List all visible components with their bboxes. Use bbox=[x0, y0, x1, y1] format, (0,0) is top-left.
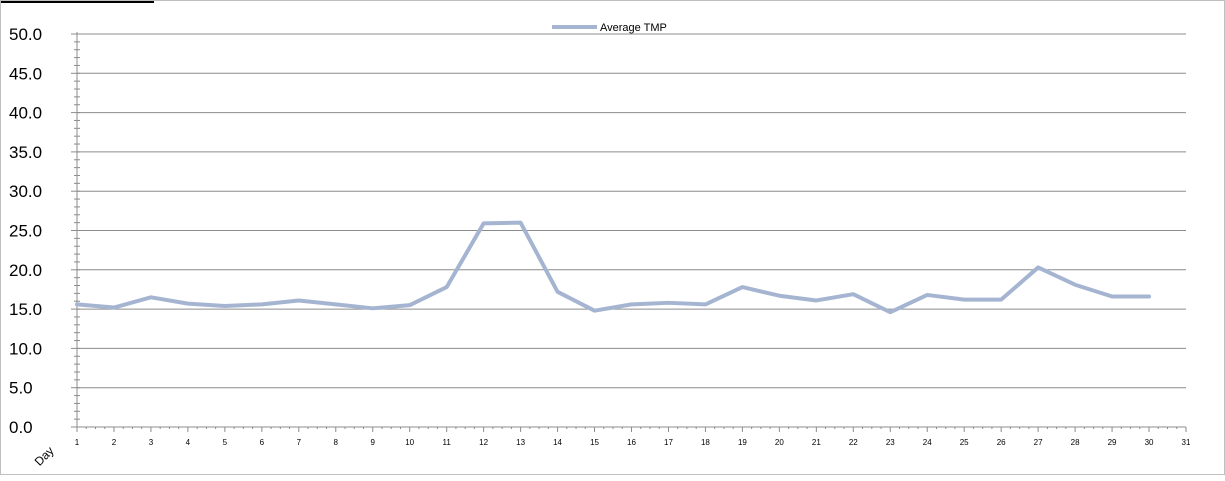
data-point bbox=[666, 301, 670, 305]
gridlines bbox=[77, 33, 1186, 389]
x-tick-label: 10 bbox=[405, 438, 414, 447]
data-point bbox=[519, 221, 523, 225]
data-point bbox=[408, 303, 412, 307]
data-point bbox=[999, 298, 1003, 302]
series-layer bbox=[75, 220, 1152, 315]
data-point bbox=[740, 285, 744, 289]
x-tick-label: 8 bbox=[334, 438, 339, 447]
x-tick-label: 22 bbox=[849, 438, 858, 447]
data-point bbox=[851, 292, 855, 296]
x-tick-label: 29 bbox=[1108, 438, 1117, 447]
data-point bbox=[445, 285, 449, 289]
data-point bbox=[630, 302, 634, 306]
x-tick-label: 20 bbox=[775, 438, 784, 447]
x-tick-label: 19 bbox=[738, 438, 747, 447]
legend: Average TMP bbox=[552, 22, 667, 34]
data-point bbox=[1073, 283, 1077, 287]
data-point bbox=[149, 295, 153, 299]
x-tick-label: 9 bbox=[371, 438, 376, 447]
data-point bbox=[223, 304, 227, 308]
x-tick-label: 11 bbox=[443, 438, 452, 447]
x-tick-label: 16 bbox=[627, 438, 636, 447]
x-tick-label: 26 bbox=[997, 438, 1006, 447]
x-tick-label: 1 bbox=[75, 438, 80, 447]
data-point bbox=[75, 302, 79, 306]
y-tick-label: 35.0 bbox=[9, 143, 42, 162]
x-tick-label: 7 bbox=[297, 438, 302, 447]
data-point bbox=[962, 298, 966, 302]
y-tick-label: 20.0 bbox=[9, 261, 42, 280]
data-point bbox=[777, 294, 781, 298]
x-tick-label: 27 bbox=[1034, 438, 1043, 447]
x-tick-label: 14 bbox=[553, 438, 562, 447]
y-tick-label: 25.0 bbox=[9, 222, 42, 241]
x-tick-label: 15 bbox=[590, 438, 599, 447]
data-point bbox=[556, 290, 560, 294]
x-tick-label: 17 bbox=[664, 438, 673, 447]
y-tick-label: 0.0 bbox=[9, 418, 33, 437]
top-edge-bar bbox=[1, 1, 154, 3]
data-point bbox=[371, 306, 375, 310]
x-tick-label: 2 bbox=[112, 438, 117, 447]
data-point bbox=[925, 293, 929, 297]
x-tick-label: 30 bbox=[1145, 438, 1154, 447]
data-point bbox=[334, 302, 338, 306]
data-point bbox=[260, 302, 264, 306]
x-tick-label: 18 bbox=[701, 438, 710, 447]
data-point bbox=[593, 309, 597, 313]
x-axis-title: Day bbox=[32, 444, 57, 469]
x-tick-label: 25 bbox=[960, 438, 969, 447]
x-tick-label: 4 bbox=[186, 438, 191, 447]
data-point bbox=[112, 306, 116, 310]
y-tick-label: 40.0 bbox=[9, 104, 42, 123]
y-tick-label: 10.0 bbox=[9, 339, 42, 358]
x-tick-label: 6 bbox=[260, 438, 265, 447]
data-point bbox=[297, 298, 301, 302]
data-point bbox=[888, 310, 892, 314]
data-point bbox=[703, 302, 707, 306]
legend-label: Average TMP bbox=[600, 22, 667, 34]
y-tick-label: 45.0 bbox=[9, 64, 42, 83]
y-tick-label: 5.0 bbox=[9, 379, 33, 398]
x-tick-label: 31 bbox=[1182, 438, 1191, 447]
data-point bbox=[482, 221, 486, 225]
data-point bbox=[814, 298, 818, 302]
x-tick-label: 28 bbox=[1071, 438, 1080, 447]
data-point bbox=[1036, 265, 1040, 269]
y-tick-label: 50.0 bbox=[9, 25, 42, 44]
x-tick-label: 23 bbox=[886, 438, 895, 447]
data-point bbox=[1110, 295, 1114, 299]
series-line-0 bbox=[75, 220, 1152, 315]
x-tick-label: 24 bbox=[923, 438, 932, 447]
y-tick-label: 30.0 bbox=[9, 182, 42, 201]
x-tick-label: 21 bbox=[812, 438, 821, 447]
data-point bbox=[1147, 295, 1151, 299]
x-tick-label: 13 bbox=[516, 438, 525, 447]
x-tick-label: 3 bbox=[149, 438, 154, 447]
x-tick-label: 12 bbox=[479, 438, 488, 447]
x-tick-label: 5 bbox=[223, 438, 228, 447]
data-point bbox=[186, 302, 190, 306]
axes: 0.0 5.0 10.0 15.0 20.0 25.0 30.0 35.0 40.0 45.0 50… bbox=[9, 25, 1191, 469]
y-tick-label: 15.0 bbox=[9, 300, 42, 319]
